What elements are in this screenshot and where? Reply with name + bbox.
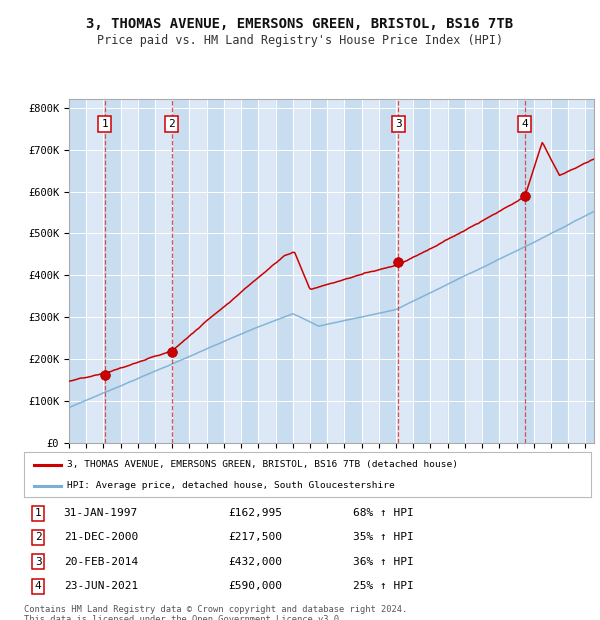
Bar (327, 99, 344, 443)
Bar (275, 99, 293, 443)
Text: 25% ↑ HPI: 25% ↑ HPI (353, 581, 413, 591)
Bar (551, 99, 568, 443)
Text: HPI: Average price, detached house, South Gloucestershire: HPI: Average price, detached house, Sout… (67, 481, 394, 490)
Bar (448, 99, 465, 443)
Text: £162,995: £162,995 (228, 508, 282, 518)
Text: 20-FEB-2014: 20-FEB-2014 (64, 557, 138, 567)
Bar (86, 99, 103, 443)
Text: £217,500: £217,500 (228, 533, 282, 542)
Bar (207, 99, 224, 443)
Text: 31-JAN-1997: 31-JAN-1997 (64, 508, 138, 518)
Bar (568, 99, 586, 443)
Bar (517, 99, 534, 443)
Text: £432,000: £432,000 (228, 557, 282, 567)
Bar (293, 99, 310, 443)
Bar (172, 99, 190, 443)
Bar (482, 99, 499, 443)
Text: 35% ↑ HPI: 35% ↑ HPI (353, 533, 413, 542)
Bar (259, 99, 275, 443)
Bar (310, 99, 327, 443)
Bar (362, 99, 379, 443)
Text: 3, THOMAS AVENUE, EMERSONS GREEN, BRISTOL, BS16 7TB (detached house): 3, THOMAS AVENUE, EMERSONS GREEN, BRISTO… (67, 460, 458, 469)
Text: Contains HM Land Registry data © Crown copyright and database right 2024.
This d: Contains HM Land Registry data © Crown c… (24, 604, 407, 620)
Bar (586, 99, 600, 443)
Text: Price paid vs. HM Land Registry's House Price Index (HPI): Price paid vs. HM Land Registry's House … (97, 34, 503, 47)
Bar (103, 99, 121, 443)
Bar (241, 99, 259, 443)
Bar (344, 99, 362, 443)
Bar (121, 99, 138, 443)
Text: 1: 1 (35, 508, 41, 518)
Text: 1: 1 (101, 120, 108, 130)
Bar (396, 99, 413, 443)
Bar (190, 99, 207, 443)
Text: 3, THOMAS AVENUE, EMERSONS GREEN, BRISTOL, BS16 7TB: 3, THOMAS AVENUE, EMERSONS GREEN, BRISTO… (86, 17, 514, 32)
Bar (430, 99, 448, 443)
Bar (224, 99, 241, 443)
Bar (465, 99, 482, 443)
Bar (379, 99, 396, 443)
Text: 4: 4 (35, 581, 41, 591)
Text: 4: 4 (521, 120, 528, 130)
Text: 68% ↑ HPI: 68% ↑ HPI (353, 508, 413, 518)
Text: 3: 3 (395, 120, 401, 130)
Text: 23-JUN-2021: 23-JUN-2021 (64, 581, 138, 591)
Text: 21-DEC-2000: 21-DEC-2000 (64, 533, 138, 542)
Bar (413, 99, 430, 443)
Bar (499, 99, 517, 443)
Bar (155, 99, 172, 443)
Text: 36% ↑ HPI: 36% ↑ HPI (353, 557, 413, 567)
Bar (138, 99, 155, 443)
Text: 2: 2 (169, 120, 175, 130)
Text: 3: 3 (35, 557, 41, 567)
Text: 2: 2 (35, 533, 41, 542)
Bar (69, 99, 86, 443)
Bar (534, 99, 551, 443)
Text: £590,000: £590,000 (228, 581, 282, 591)
